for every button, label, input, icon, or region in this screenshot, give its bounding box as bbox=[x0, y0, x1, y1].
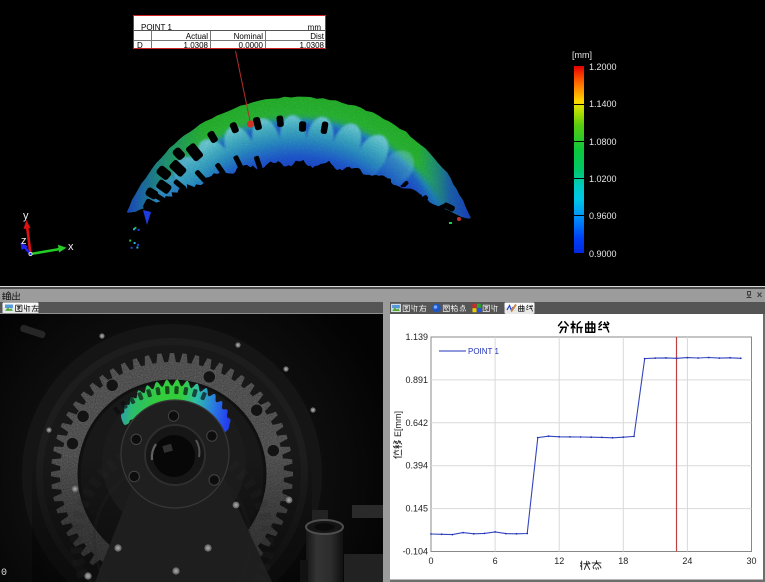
svg-text:0.394: 0.394 bbox=[405, 461, 428, 471]
svg-text:z: z bbox=[21, 235, 27, 247]
svg-text:0.891: 0.891 bbox=[405, 375, 428, 385]
svg-text:-0.104: -0.104 bbox=[402, 547, 428, 557]
svg-text:E[mm]: E[mm] bbox=[393, 411, 403, 437]
svg-text:1.139: 1.139 bbox=[405, 332, 428, 342]
svg-text:POINT 1: POINT 1 bbox=[468, 347, 500, 356]
svg-text:0.145: 0.145 bbox=[405, 504, 428, 514]
svg-text:30: 30 bbox=[746, 556, 756, 566]
svg-text:0.642: 0.642 bbox=[405, 418, 428, 428]
svg-text:0: 0 bbox=[428, 556, 433, 566]
svg-text:24: 24 bbox=[682, 556, 692, 566]
svg-text:y: y bbox=[23, 210, 29, 222]
svg-text:12: 12 bbox=[554, 556, 564, 566]
svg-text:x: x bbox=[68, 241, 74, 253]
svg-text:6: 6 bbox=[493, 556, 498, 566]
svg-text:18: 18 bbox=[618, 556, 628, 566]
